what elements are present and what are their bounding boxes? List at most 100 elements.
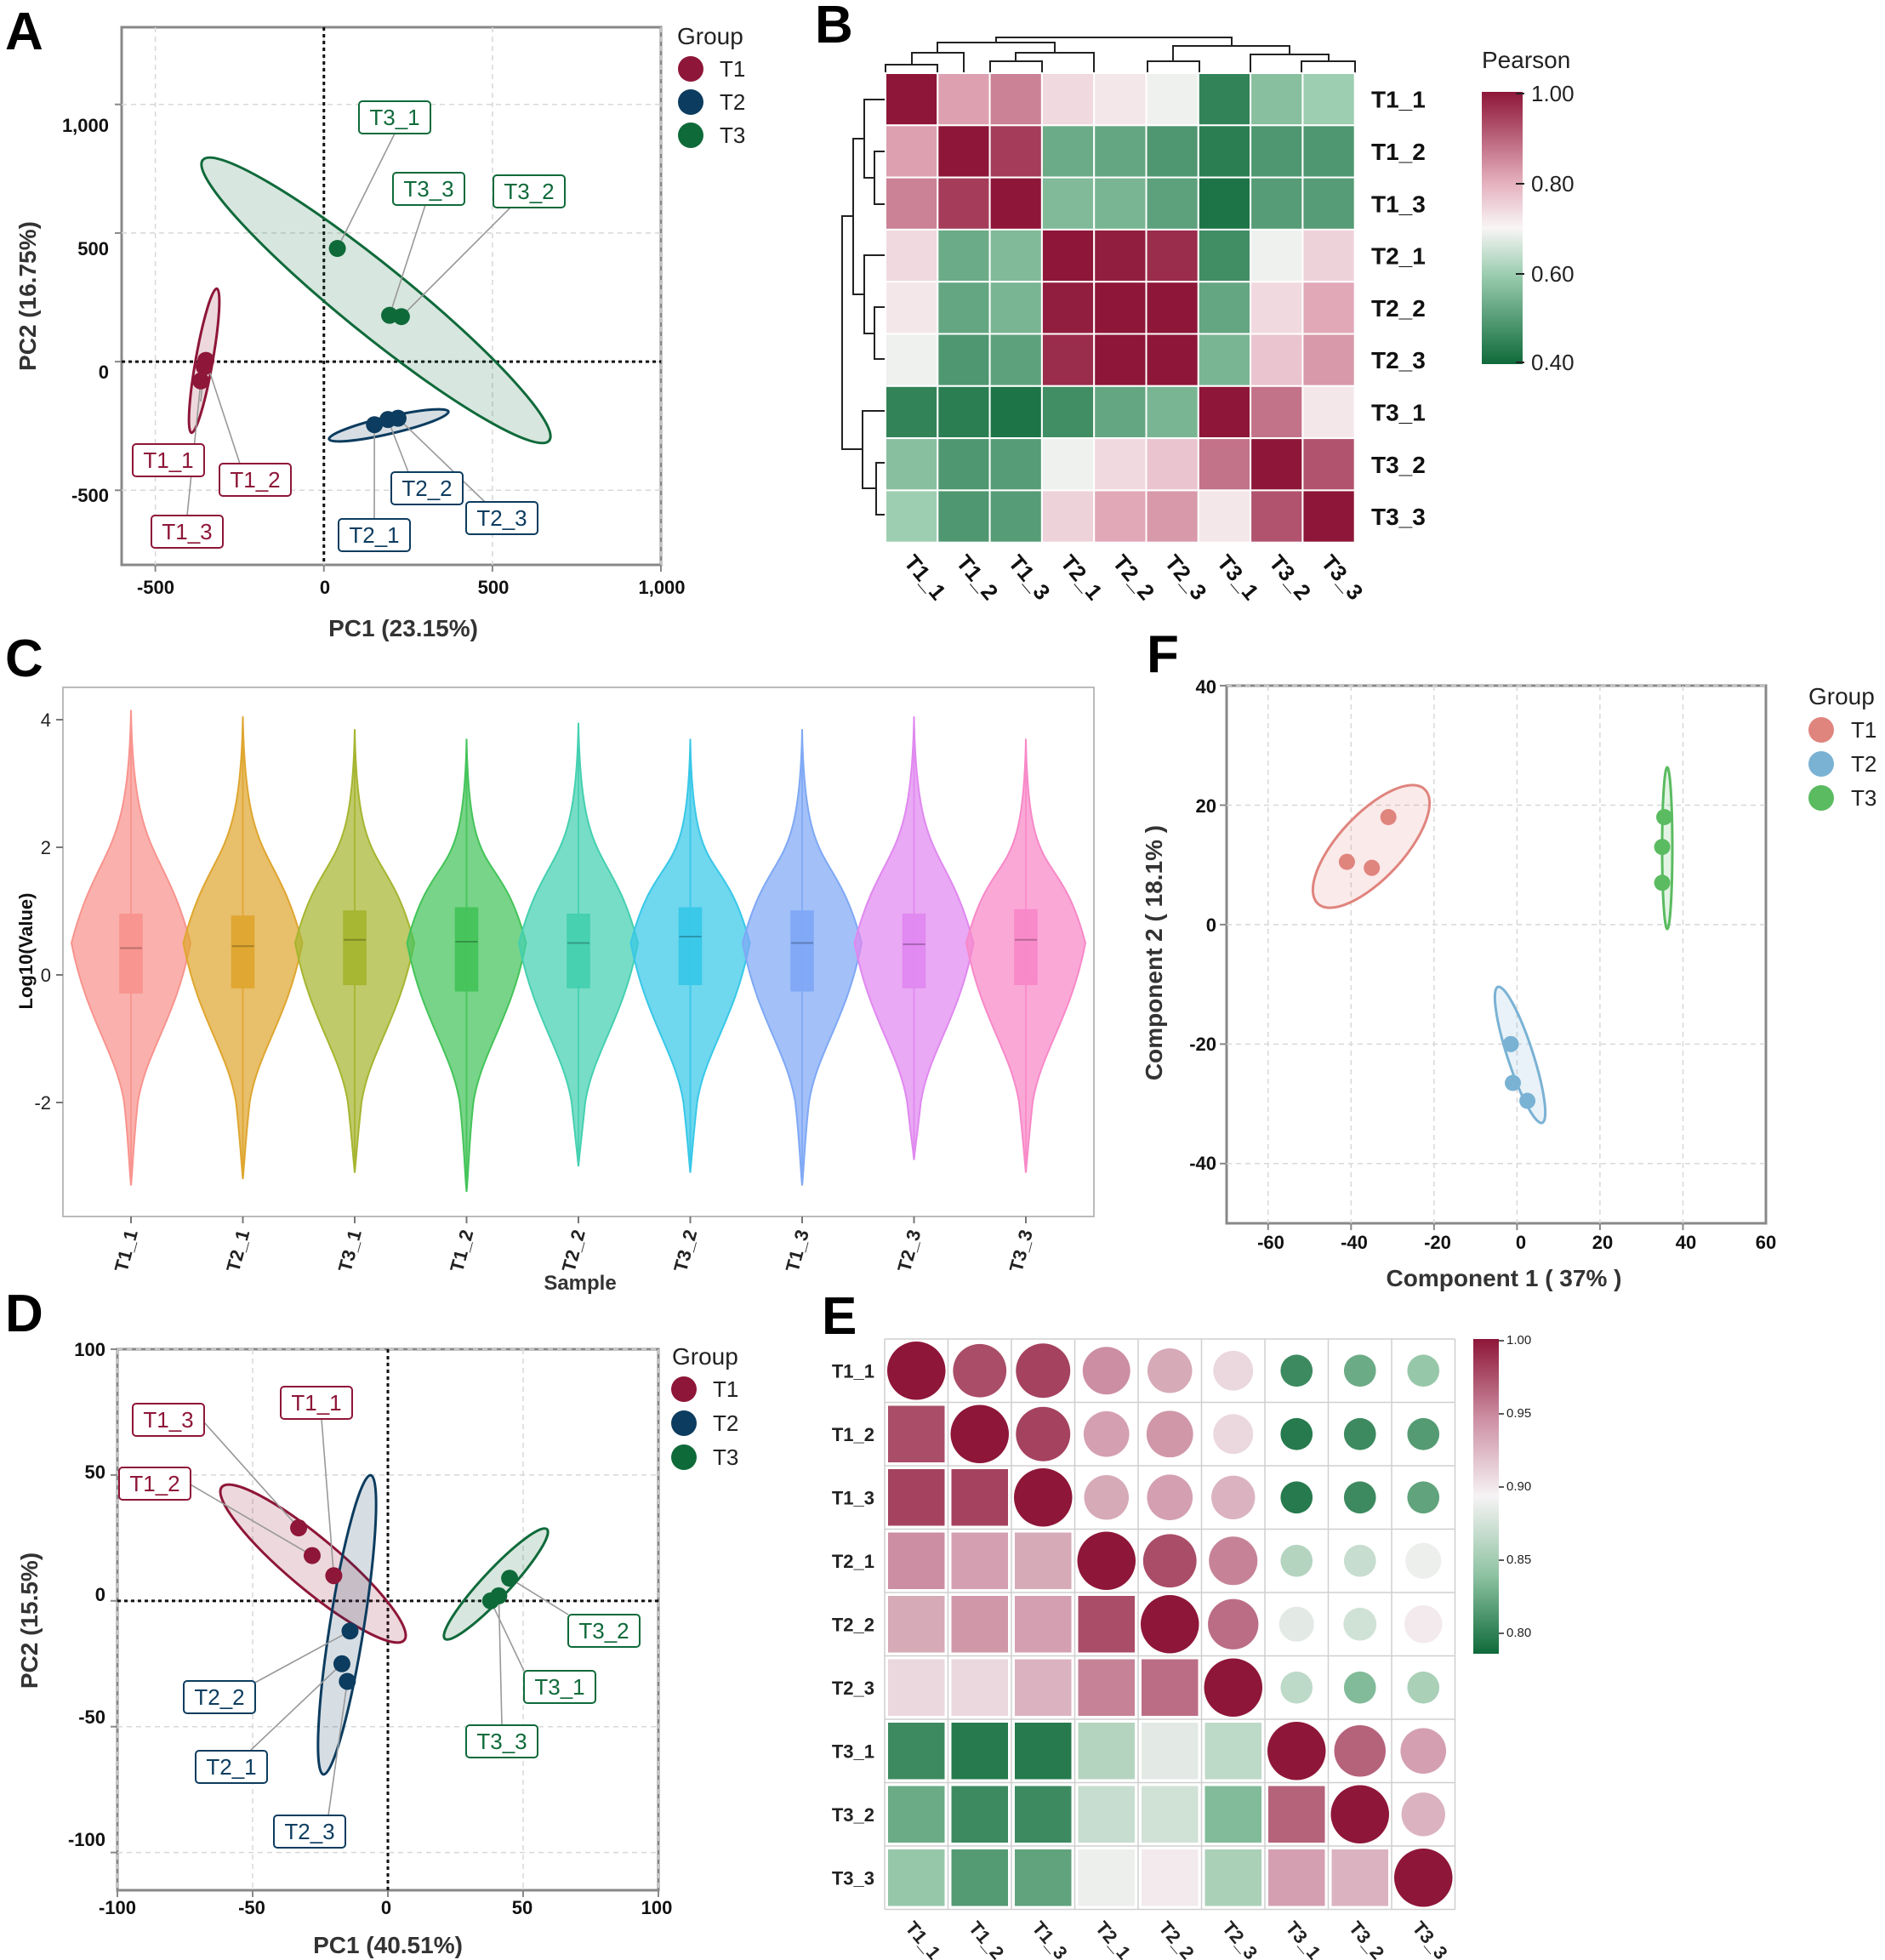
d-ytick-0: 0 [95,1584,105,1605]
point-T2_3 [339,1672,356,1690]
b-colorbar-tick-040: 0.40 [1531,350,1575,375]
d-xtick-50: 50 [512,1897,532,1918]
point-label-box [493,174,566,208]
heatmap-cell-T1_1-T1_3 [988,72,1043,127]
e-col-label-T1_3: T1_3 [1028,1917,1071,1960]
heatmap-cell-T3_1-T3_1 [1197,385,1252,440]
point-T2_2 [341,1622,359,1640]
corr-cell-T2_3-T1_1 [888,1659,945,1716]
corr-cell-T3_1-T1_1 [888,1723,945,1780]
point-label-box [392,172,465,206]
e-colorbar-tick-100: 1.00 [1506,1333,1531,1348]
corr-cell-T3_1-T1_2 [951,1723,1008,1780]
heatmap-cell-T1_2-T2_3 [1145,124,1199,179]
point-T3_2 [501,1570,519,1587]
e-colorbar-tick-080: 0.80 [1506,1626,1531,1640]
corr-cell-T3_2-T1_3 [1015,1786,1072,1843]
corr-cell-T2_1-T3_1 [1280,1544,1313,1577]
f-legend-t3: T3 [1851,785,1876,811]
corr-cell-T3_1-T2_3 [1204,1723,1261,1780]
point-label-T3_3: T3_3 [403,176,453,202]
corr-cell-T1_2-T3_1 [1280,1417,1313,1450]
point-label-box [567,1614,641,1648]
corr-cell-T3_1-T1_3 [1015,1723,1072,1780]
b-row-label-T2_2: T2_2 [1371,295,1426,322]
d-legend-swatch-t2 [671,1410,697,1436]
point-T1_3 [290,1519,308,1537]
point-label-T2_1: T2_1 [349,522,399,548]
heatmap-cell-T3_3-T3_2 [1250,489,1304,544]
point-label-box [195,1750,268,1784]
corr-cell-T3_3-T1_2 [951,1849,1008,1906]
a-ylabel: PC2 (16.75%) [14,221,41,371]
heatmap-cell-T2_3-T1_3 [988,333,1043,387]
corr-cell-T1_3-T2_1 [1084,1474,1130,1520]
f-ytick-40: 40 [1196,676,1216,698]
a-ytick-500: 500 [77,238,109,259]
point-label-T3_2: T3_2 [504,179,554,204]
c-xlabel-T2_1: T2_1 [222,1228,253,1274]
b-row-label-T3_2: T3_2 [1371,452,1426,478]
heatmap-cell-T1_1-T3_1 [1197,72,1252,127]
confidence-ellipse-f_t2 [1493,985,1547,1125]
heatmap-cell-T1_1-T1_1 [885,72,939,127]
corr-cell-T2_3-T2_3 [1204,1658,1262,1717]
corr-cell-T3_3-T3_1 [1268,1849,1325,1906]
e-col-label-T3_2: T3_2 [1345,1917,1388,1960]
violin-box-T1_1 [119,914,143,994]
heatmap-cell-T3_3-T3_1 [1197,489,1252,544]
corr-cell-T3_3-T3_2 [1331,1849,1388,1906]
b-col-label-T2_2: T2_2 [1108,550,1159,605]
b-col-label-T3_3: T3_3 [1316,550,1368,605]
b-col-label-T1_3: T1_3 [1004,550,1056,605]
c-xlabel-T1_2: T1_2 [446,1228,477,1274]
heatmap-cell-T1_3-T2_3 [1145,176,1199,231]
e-col-label-T1_1: T1_1 [901,1917,944,1960]
heatmap-cell-T3_1-T1_3 [988,385,1043,440]
f-legend-swatch-t2 [1808,751,1834,777]
heatmap-cell-T2_1-T2_3 [1145,228,1199,283]
panel-f-plsda: 40 20 0 -20 -40 -60 -40 -20 0 20 40 60 C… [1141,676,1876,1291]
corr-cell-T1_2-T2_2 [1146,1410,1193,1458]
point-T3-7 [1654,839,1671,856]
corr-cell-T1_2-T3_2 [1343,1417,1376,1450]
heatmap-cell-T1_2-T3_3 [1301,124,1356,179]
corr-cell-T1_3-T1_1 [888,1469,945,1526]
point-label-T1_3: T1_3 [162,519,212,544]
heatmap-cell-T2_2-T1_1 [885,281,939,335]
heatmap-cell-T1_1-T2_1 [1040,72,1096,127]
point-label-T2_1: T2_1 [206,1754,256,1780]
panel-a-points [192,240,410,434]
corr-cell-T1_2-T1_1 [888,1405,945,1462]
panel-f-frame [1225,684,1768,1225]
point-T2_1 [333,1655,350,1672]
d-ytick-50: 50 [85,1461,105,1483]
corr-cell-T2_2-T2_3 [1208,1598,1259,1649]
e-row-label-T2_3: T2_3 [832,1678,874,1699]
violin-box-T2_1 [231,915,255,989]
heatmap-cell-T3_1-T1_2 [937,385,991,440]
point-label-T1_1: T1_1 [291,1390,341,1416]
d-ytick-neg100: -100 [68,1829,105,1850]
b-colorbar-tick-100: 1.00 [1531,81,1575,106]
corr-cell-T2_3-T3_2 [1343,1671,1376,1704]
c-xlabel: Sample [544,1272,616,1295]
heatmap-cell-T3_3-T3_3 [1301,489,1356,544]
point-label-T1_2: T1_2 [230,467,280,493]
f-legend-swatch-t3 [1808,785,1834,811]
violin-box-T1_3 [790,910,814,992]
panel-b-dendrograms [841,37,1356,516]
panel-e-cells [884,1338,1456,1911]
d-legend-t1: T1 [713,1376,738,1402]
corr-cell-T2_2-T3_1 [1278,1606,1314,1642]
point-label-T3_1: T3_1 [534,1674,584,1700]
heatmap-cell-T3_2-T2_3 [1145,437,1199,492]
point-label-box [273,1815,346,1849]
heatmap-cell-T3_2-T3_1 [1197,437,1252,492]
a-xtick-0: 0 [320,577,330,598]
corr-cell-T2_3-T2_2 [1142,1659,1199,1716]
heatmap-cell-T1_3-T3_3 [1301,176,1356,231]
a-legend-t1: T1 [720,56,745,82]
heatmap-cell-T1_3-T2_1 [1040,176,1096,231]
heatmap-cell-T3_2-T2_2 [1093,437,1148,492]
